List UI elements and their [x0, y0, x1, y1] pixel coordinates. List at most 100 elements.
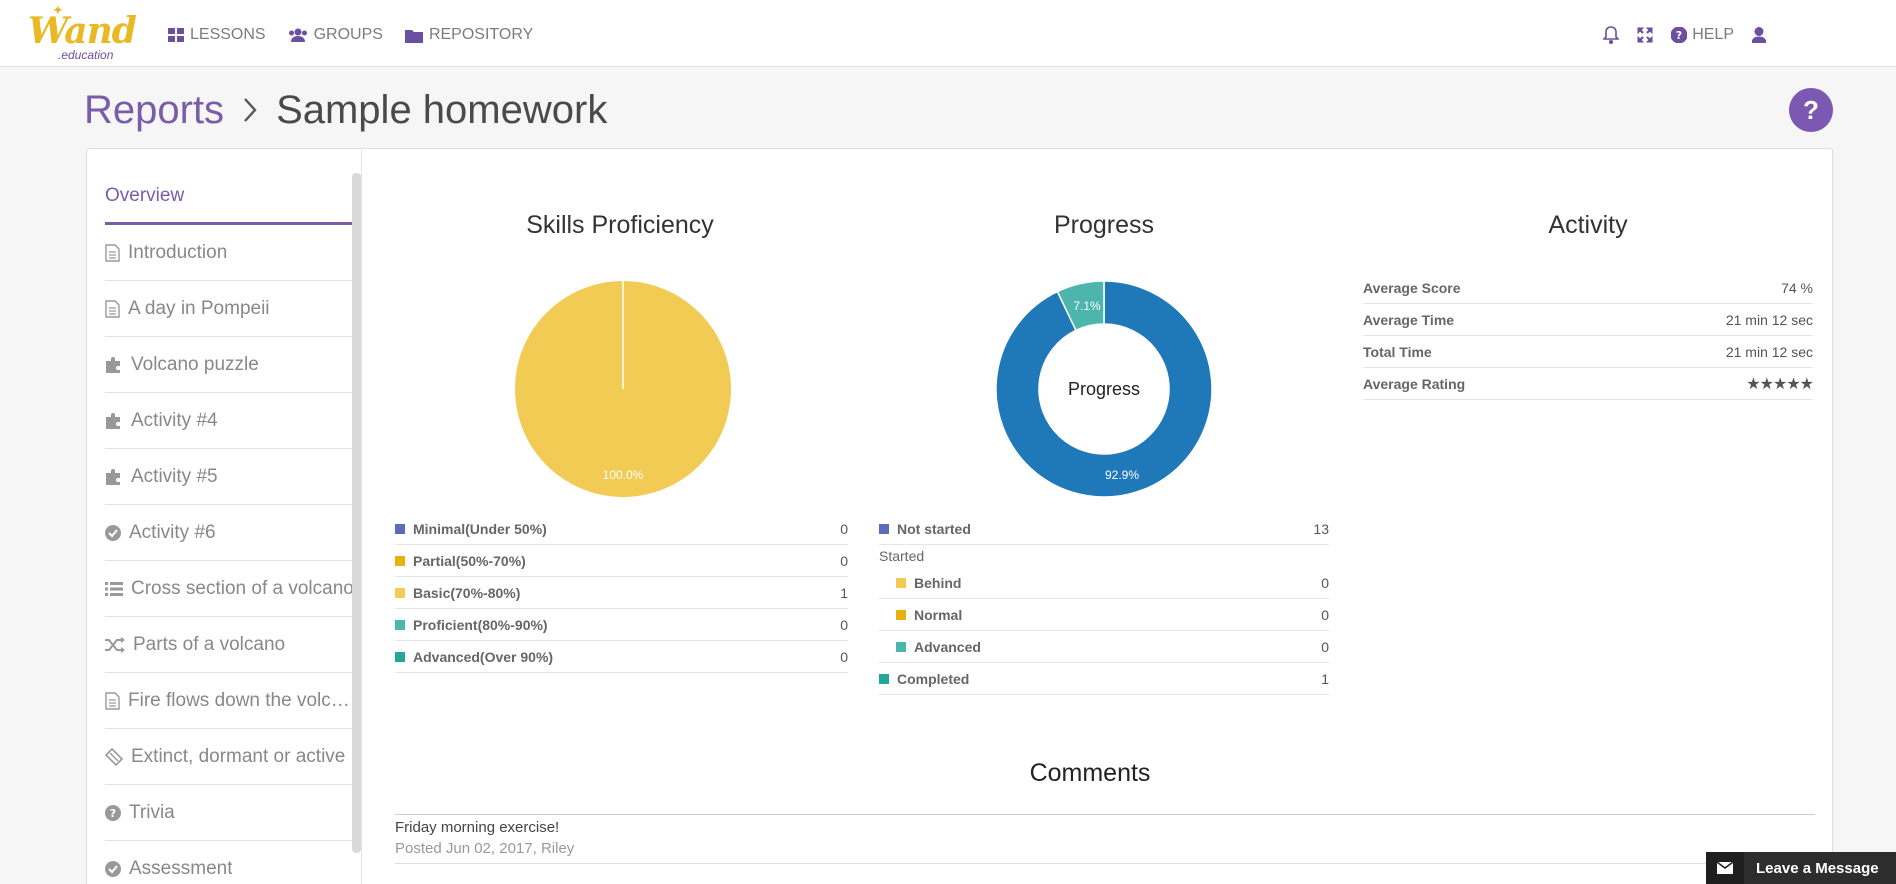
legend-value: 0 — [1321, 574, 1329, 591]
sidebar-item-trivia[interactable]: ? Trivia — [105, 785, 355, 841]
sidebar-item-label: Activity #4 — [131, 409, 218, 431]
legend-swatch — [879, 523, 889, 534]
activity-row: Total Time 21 min 12 sec — [1363, 336, 1813, 368]
legend-swatch — [395, 587, 405, 598]
logo-text: Wand — [28, 10, 137, 52]
svg-text:?: ? — [1676, 29, 1682, 42]
comment-text: Friday morning exercise! — [395, 819, 560, 836]
fullscreen-button[interactable] — [1637, 27, 1653, 43]
sidebar-item-label: Volcano puzzle — [131, 353, 259, 375]
legend-label: Completed — [897, 670, 970, 687]
sidebar-item-overview[interactable]: Overview — [105, 169, 355, 225]
sidebar-item-label: Introduction — [128, 241, 228, 263]
activity-key: Average Score — [1363, 279, 1461, 296]
legend-label: Proficient(80%-90%) — [413, 616, 548, 633]
donut-slice-other[interactable] — [1056, 280, 1105, 332]
progress-legend-row: Normal 0 — [879, 599, 1329, 631]
sidebar-item-a-day-in-pompeii[interactable]: A day in Pompeii — [105, 281, 355, 337]
sidebar-item-label: Assessment — [129, 857, 233, 879]
sidebar-divider — [361, 149, 362, 884]
progress-title: Progress — [1053, 211, 1155, 239]
user-icon — [1752, 27, 1766, 43]
skills-pie-chart: 100.0% — [515, 281, 731, 497]
activity-row: Average Score 74 % — [1363, 272, 1813, 304]
page-title: Sample homework — [276, 88, 608, 132]
ticket-icon — [105, 747, 123, 766]
activity-row: Average Rating ★★★★★ — [1363, 368, 1814, 400]
nav-groups[interactable]: GROUPS — [288, 26, 383, 44]
leave-message-label: Leave a Message — [1756, 859, 1879, 877]
legend-label: Basic(70%-80%) — [413, 584, 521, 601]
legend-label: Advanced(Over 90%) — [413, 648, 554, 665]
sidebar-item-introduction[interactable]: Introduction — [105, 225, 355, 281]
activity-value: 21 min 12 sec — [1725, 311, 1813, 328]
sidebar-item-activity-5[interactable]: Activity #5 — [105, 449, 355, 505]
sidebar-item-activity-4[interactable]: Activity #4 — [105, 393, 355, 449]
sidebar-item-cross-section[interactable]: Cross section of a volcano — [105, 561, 355, 617]
leave-message-button[interactable]: Leave a Message — [1706, 852, 1896, 884]
sidebar-item-label: A day in Pompeii — [128, 297, 270, 319]
sidebar-scrollbar[interactable] — [352, 173, 361, 853]
list-icon — [105, 581, 123, 596]
bell-button[interactable] — [1603, 26, 1620, 44]
legend-value: 0 — [840, 616, 848, 633]
activity-title: Activity — [1548, 211, 1628, 239]
report-card: Overview Introduction A day in Pompeii V… — [86, 148, 1833, 884]
document-icon — [105, 691, 120, 710]
progress-legend-group: Started — [879, 545, 1329, 567]
skills-legend-row: Minimal(Under 50%) 0 — [395, 513, 848, 545]
legend-value: 0 — [1321, 638, 1329, 655]
svg-text:?: ? — [110, 807, 116, 820]
star-icon: ✦ — [52, 2, 64, 18]
donut-slice-completed[interactable] — [995, 280, 1213, 498]
sidebar-item-volcano-puzzle[interactable]: Volcano puzzle — [105, 337, 355, 393]
breadcrumb-reports[interactable]: Reports — [84, 88, 225, 132]
sidebar-item-label: Fire flows down the volcano — [128, 689, 355, 711]
nav-right-tools: ? HELP — [1603, 26, 1766, 44]
question-circle-icon: ? — [105, 804, 121, 821]
skills-legend-row: Partial(50%-70%) 0 — [395, 545, 848, 577]
comment-meta: Posted Jun 02, 2017, Riley — [395, 840, 575, 857]
logo-subtext: .education — [58, 48, 114, 62]
donut-completed-label: 92.9% — [1105, 468, 1139, 482]
activity-table: Average Score 74 % Average Time 21 min 1… — [1363, 272, 1814, 400]
expand-icon — [1637, 27, 1653, 43]
activity-value: 21 min 12 sec — [1725, 343, 1813, 360]
wand-logo[interactable]: ✦ Wand .education — [24, 2, 137, 62]
legend-swatch — [879, 673, 889, 684]
legend-label: Advanced — [914, 638, 981, 655]
sidebar-item-activity-6[interactable]: Activity #6 — [105, 505, 355, 561]
sidebar-item-assessment[interactable]: Assessment — [105, 841, 355, 884]
legend-value: 0 — [1321, 606, 1329, 623]
nav-lessons[interactable]: LESSONS — [168, 26, 266, 44]
sidebar-item-label: Activity #6 — [129, 521, 216, 543]
user-button[interactable] — [1752, 27, 1766, 43]
legend-swatch — [395, 555, 405, 566]
top-navbar: ✦ Wand .education LESSONS GROUPS REPOSIT… — [0, 0, 1896, 67]
skills-pie-label: 100.0% — [603, 468, 644, 482]
sidebar-item-parts-of-a-volcano[interactable]: Parts of a volcano — [105, 617, 355, 673]
skills-legend-row: Proficient(80%-90%) 0 — [395, 609, 848, 641]
legend-label: Behind — [914, 574, 962, 591]
sidebar-item-extinct-dormant[interactable]: Extinct, dormant or active — [105, 729, 355, 785]
legend-swatch — [896, 641, 906, 652]
skills-legend: Minimal(Under 50%) 0 Partial(50%-70%) 0 … — [395, 513, 848, 673]
nav-repository[interactable]: REPOSITORY — [404, 26, 533, 44]
skills-legend-row: Advanced(Over 90%) 0 — [395, 641, 848, 673]
sidebar-item-fire-flows[interactable]: Fire flows down the volcano — [105, 673, 355, 729]
puzzle-icon — [106, 468, 120, 485]
legend-label: Not started — [897, 520, 971, 537]
activity-value: 74 % — [1781, 279, 1813, 296]
legend-swatch — [896, 577, 906, 588]
legend-value: 0 — [840, 648, 848, 665]
legend-value: 1 — [1321, 670, 1329, 687]
comments-title: Comments — [1029, 759, 1151, 787]
help-link[interactable]: ? HELP — [1671, 26, 1734, 44]
page-help-button[interactable]: ? — [1789, 88, 1833, 132]
legend-swatch — [896, 609, 906, 620]
users-icon — [288, 28, 307, 42]
puzzle-icon — [106, 356, 120, 373]
shuffle-icon — [105, 636, 125, 653]
progress-legend-row: Behind 0 — [879, 567, 1329, 599]
chevron-right-icon — [242, 88, 258, 133]
